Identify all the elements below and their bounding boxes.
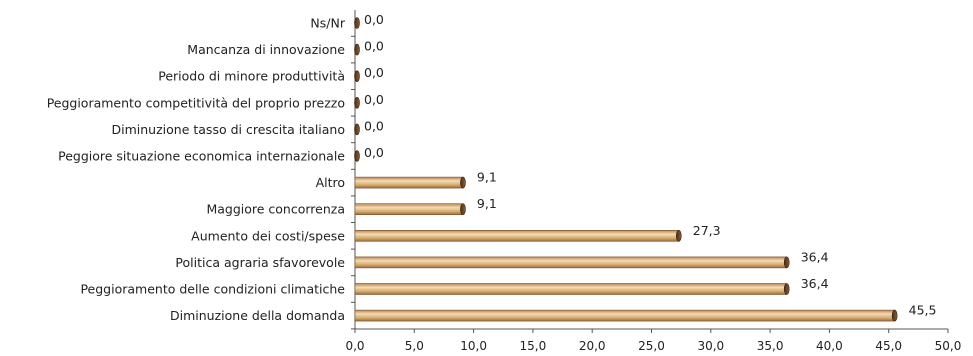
bar-cap: [675, 230, 682, 242]
bar-cap: [891, 309, 898, 322]
bar: [354, 203, 466, 215]
value-label: 45,5: [909, 303, 937, 318]
x-tick-label: 30,0: [697, 339, 724, 353]
value-label: 36,4: [801, 249, 829, 264]
bar-cap: [354, 97, 360, 109]
bar: [354, 309, 898, 322]
bar: [354, 97, 360, 109]
bar: [354, 230, 682, 242]
category-label: Ns/Nr: [310, 16, 345, 31]
category-label: Peggiore situazione economica internazio…: [58, 149, 345, 164]
value-label: 36,4: [801, 276, 829, 291]
bar: [354, 150, 360, 162]
category-label: Aumento dei costi/spese: [191, 228, 345, 243]
bar: [354, 256, 790, 269]
bar-body: [354, 230, 680, 242]
bar-body: [354, 256, 788, 269]
category-label: Diminuzione tasso di crescita italiano: [112, 122, 345, 137]
value-label: 0,0: [364, 118, 384, 133]
bar-cap: [460, 203, 466, 215]
category-label: Altro: [316, 175, 345, 190]
category-label: Peggioramento competitività del proprio …: [47, 95, 345, 110]
labels: Ns/Nr 0,0 Mancanza di innovazione 0,0 Period…: [47, 12, 937, 323]
value-label: 0,0: [364, 12, 384, 27]
x-tick-label: 20,0: [579, 339, 606, 353]
category-label: Periodo di minore produttività: [158, 69, 345, 84]
bar-cap: [460, 176, 466, 189]
bar-cap: [783, 283, 790, 295]
x-tick-label: 35,0: [757, 339, 784, 353]
bar-cap: [354, 70, 360, 82]
bars: [354, 17, 898, 322]
x-tick-label: 15,0: [520, 339, 547, 353]
x-tick-label: 5,0: [405, 339, 424, 353]
value-label: 0,0: [364, 92, 384, 107]
bar-cap: [354, 150, 360, 162]
category-label: Politica agraria sfavorevole: [175, 255, 345, 270]
category-label: Peggioramento delle condizioni climatich…: [80, 282, 345, 297]
bar-cap: [354, 123, 360, 136]
bar: [354, 70, 360, 82]
value-label: 0,0: [364, 39, 384, 54]
x-tick-label: 45,0: [875, 339, 902, 353]
bar-body: [354, 203, 464, 215]
value-label: 0,0: [364, 65, 384, 80]
value-label: 9,1: [477, 196, 497, 211]
value-label: 0,0: [364, 145, 384, 160]
bar-body: [354, 283, 788, 295]
value-label: 9,1: [477, 170, 497, 185]
bar-body: [354, 309, 895, 322]
bar: [354, 123, 360, 136]
x-tick-label: 0,0: [345, 339, 364, 353]
bar-cap: [354, 17, 360, 29]
x-tick-label: 40,0: [816, 339, 843, 353]
x-tick-label: 25,0: [638, 339, 665, 353]
x-tick-label: 10,0: [460, 339, 487, 353]
category-label: Diminuzione della domanda: [170, 308, 345, 323]
category-label: Maggiore concorrenza: [206, 202, 345, 217]
axes: 0,0 5,0 10,0 15,0 20,0 25,0 30,0 35,0 40,0 45,0 50…: [345, 10, 961, 353]
bar: [354, 43, 360, 56]
bar-cap: [354, 43, 360, 56]
bar: [354, 17, 360, 29]
x-tick-label: 50,0: [935, 339, 962, 353]
category-label: Mancanza di innovazione: [187, 42, 345, 57]
bar: [354, 283, 790, 295]
bar-cap: [783, 256, 790, 269]
value-label: 27,3: [693, 223, 721, 238]
bar-body: [354, 176, 464, 189]
bar: [354, 176, 466, 189]
